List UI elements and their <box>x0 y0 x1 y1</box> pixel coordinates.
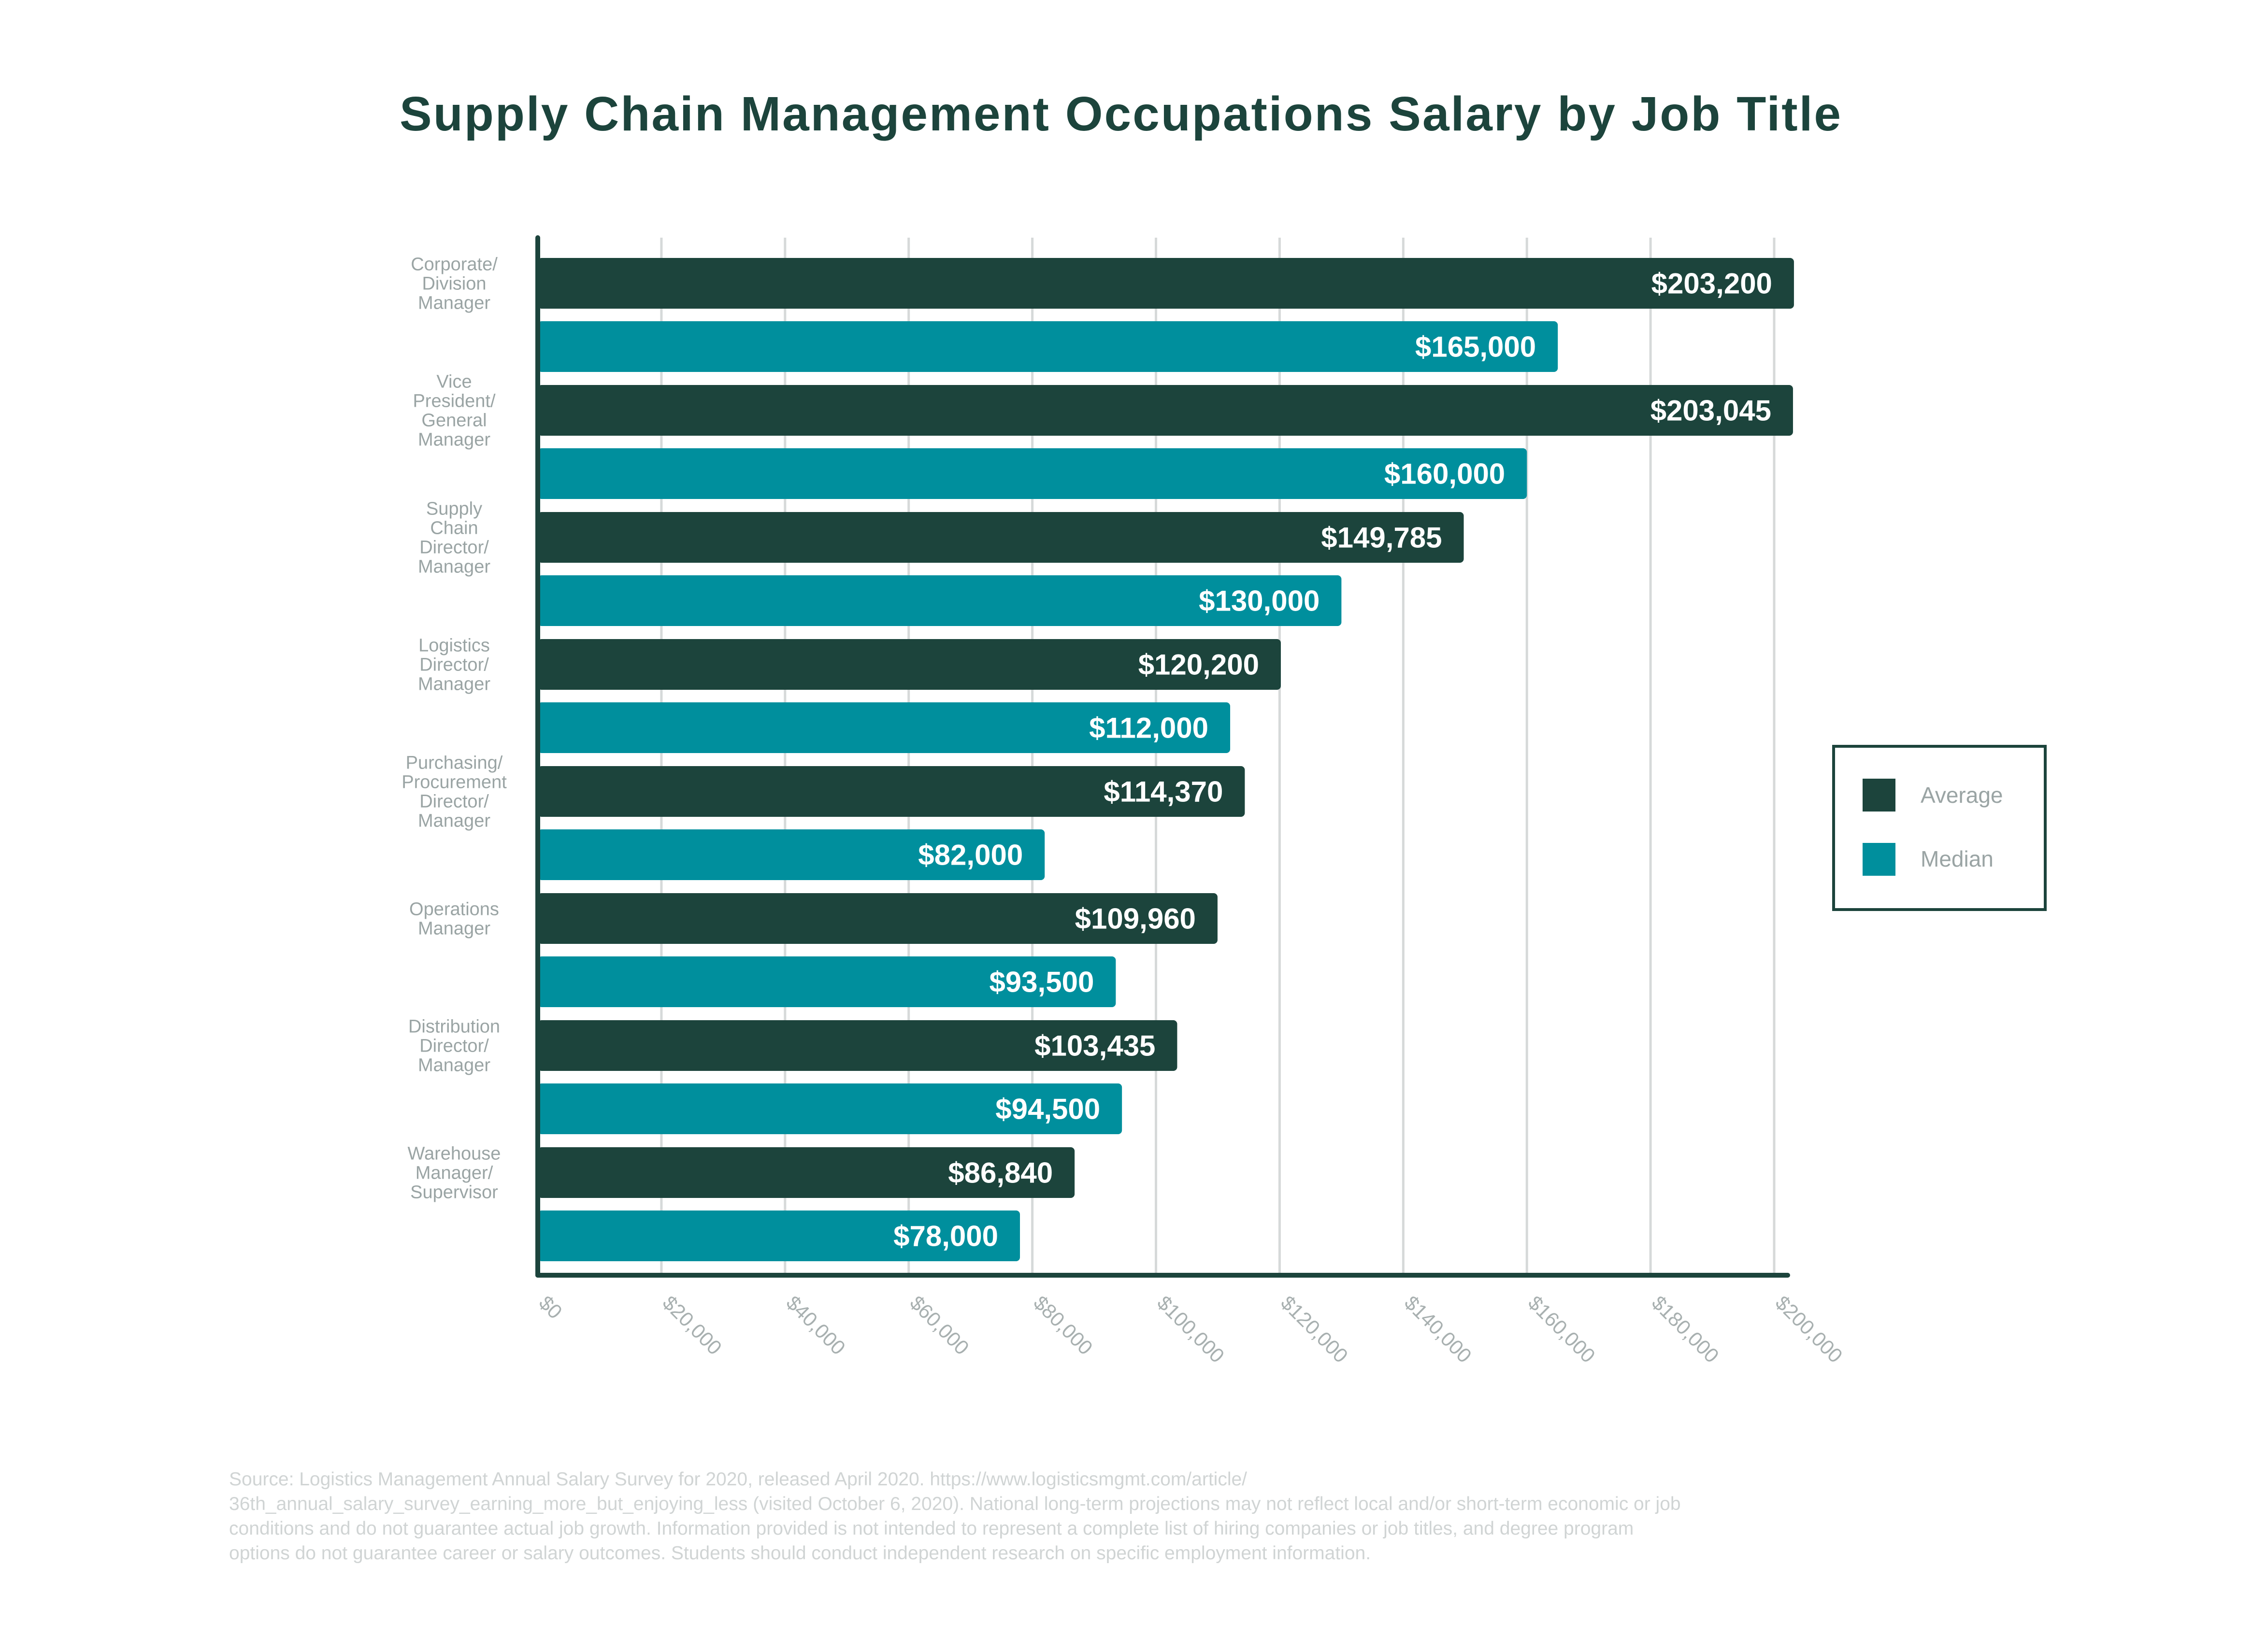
x-tick-label: $160,000 <box>1524 1291 1600 1367</box>
bar-median <box>538 448 1527 499</box>
bar-value-label: $82,000 <box>918 839 1023 871</box>
bar-value-label: $203,200 <box>1651 268 1772 300</box>
bar-median <box>538 829 1045 880</box>
bar-average <box>538 893 1218 944</box>
x-tick-label: $180,000 <box>1648 1291 1723 1367</box>
category-label: Warehouse Manager/Supervisor <box>408 1144 501 1203</box>
bar-median <box>538 702 1231 753</box>
bar-median <box>538 575 1342 626</box>
legend-box <box>1832 745 2047 911</box>
bar-value-label: $112,000 <box>1089 712 1208 744</box>
x-tick-label: $80,000 <box>1029 1291 1097 1359</box>
bar-value-label: $203,045 <box>1650 395 1771 427</box>
bar-value-label: $103,435 <box>1034 1030 1155 1062</box>
bar-value-label: $149,785 <box>1321 522 1442 554</box>
bar-value-label: $120,200 <box>1138 649 1259 681</box>
legend: Average Median <box>1832 745 2047 911</box>
category-label: Logistics Director/Manager <box>418 636 490 695</box>
category-label: Vice President/General Manager <box>413 372 496 450</box>
x-tick-label: $140,000 <box>1400 1291 1476 1367</box>
legend-swatch-average <box>1863 779 1895 812</box>
category-label: Purchasing/Procurement Director/Manager <box>402 753 507 831</box>
footnote-line: options do not guarantee career or salar… <box>229 1543 1371 1564</box>
legend-swatch-median <box>1863 843 1895 876</box>
footnote-line: 36th_annual_salary_survey_earning_more_b… <box>229 1494 1681 1514</box>
x-tick-label: $40,000 <box>782 1291 850 1359</box>
bar-value-label: $130,000 <box>1199 585 1320 617</box>
bar-median <box>538 1211 1020 1261</box>
footnote-line: conditions and do not guarantee actual j… <box>229 1518 1634 1539</box>
category-label: Distribution Director/Manager <box>408 1017 500 1076</box>
bar-average <box>538 512 1464 563</box>
bar-average <box>538 639 1281 690</box>
bar-average <box>538 258 1794 309</box>
bar-median <box>538 956 1116 1007</box>
bar-value-label: $93,500 <box>989 966 1094 998</box>
bar-average <box>538 1147 1075 1198</box>
bar-value-label: $165,000 <box>1415 331 1536 363</box>
bar-average <box>538 1020 1177 1071</box>
chart-title: Supply Chain Management Occupations Sala… <box>400 87 1842 141</box>
x-tick-label: $60,000 <box>905 1291 974 1359</box>
x-tick-label: $0 <box>535 1291 567 1323</box>
bar-median <box>538 1083 1122 1134</box>
legend-label-median: Median <box>1921 846 1994 871</box>
x-tick-label: $120,000 <box>1277 1291 1352 1367</box>
category-label: Corporate/Division Manager <box>411 255 498 313</box>
bar-value-label: $114,370 <box>1104 776 1223 808</box>
bar-value-label: $160,000 <box>1384 458 1505 490</box>
category-label: Supply Chain Director/Manager <box>418 499 490 577</box>
legend-label-average: Average <box>1921 783 2003 808</box>
footnote: Source: Logistics Management Annual Sala… <box>229 1469 1681 1564</box>
x-tick-label: $20,000 <box>659 1291 727 1359</box>
bar-value-label: $78,000 <box>893 1220 998 1253</box>
x-tick-label: $100,000 <box>1153 1291 1229 1367</box>
bar-median <box>538 321 1558 372</box>
bar-value-label: $94,500 <box>995 1093 1100 1125</box>
x-tick-label: $200,000 <box>1771 1291 1847 1367</box>
category-label: Operations Manager <box>409 899 499 939</box>
bar-value-label: $109,960 <box>1075 903 1196 935</box>
bar-average <box>538 385 1793 436</box>
bar-average <box>538 766 1245 817</box>
bar-value-label: $86,840 <box>948 1157 1053 1189</box>
footnote-line: Source: Logistics Management Annual Sala… <box>229 1469 1247 1490</box>
